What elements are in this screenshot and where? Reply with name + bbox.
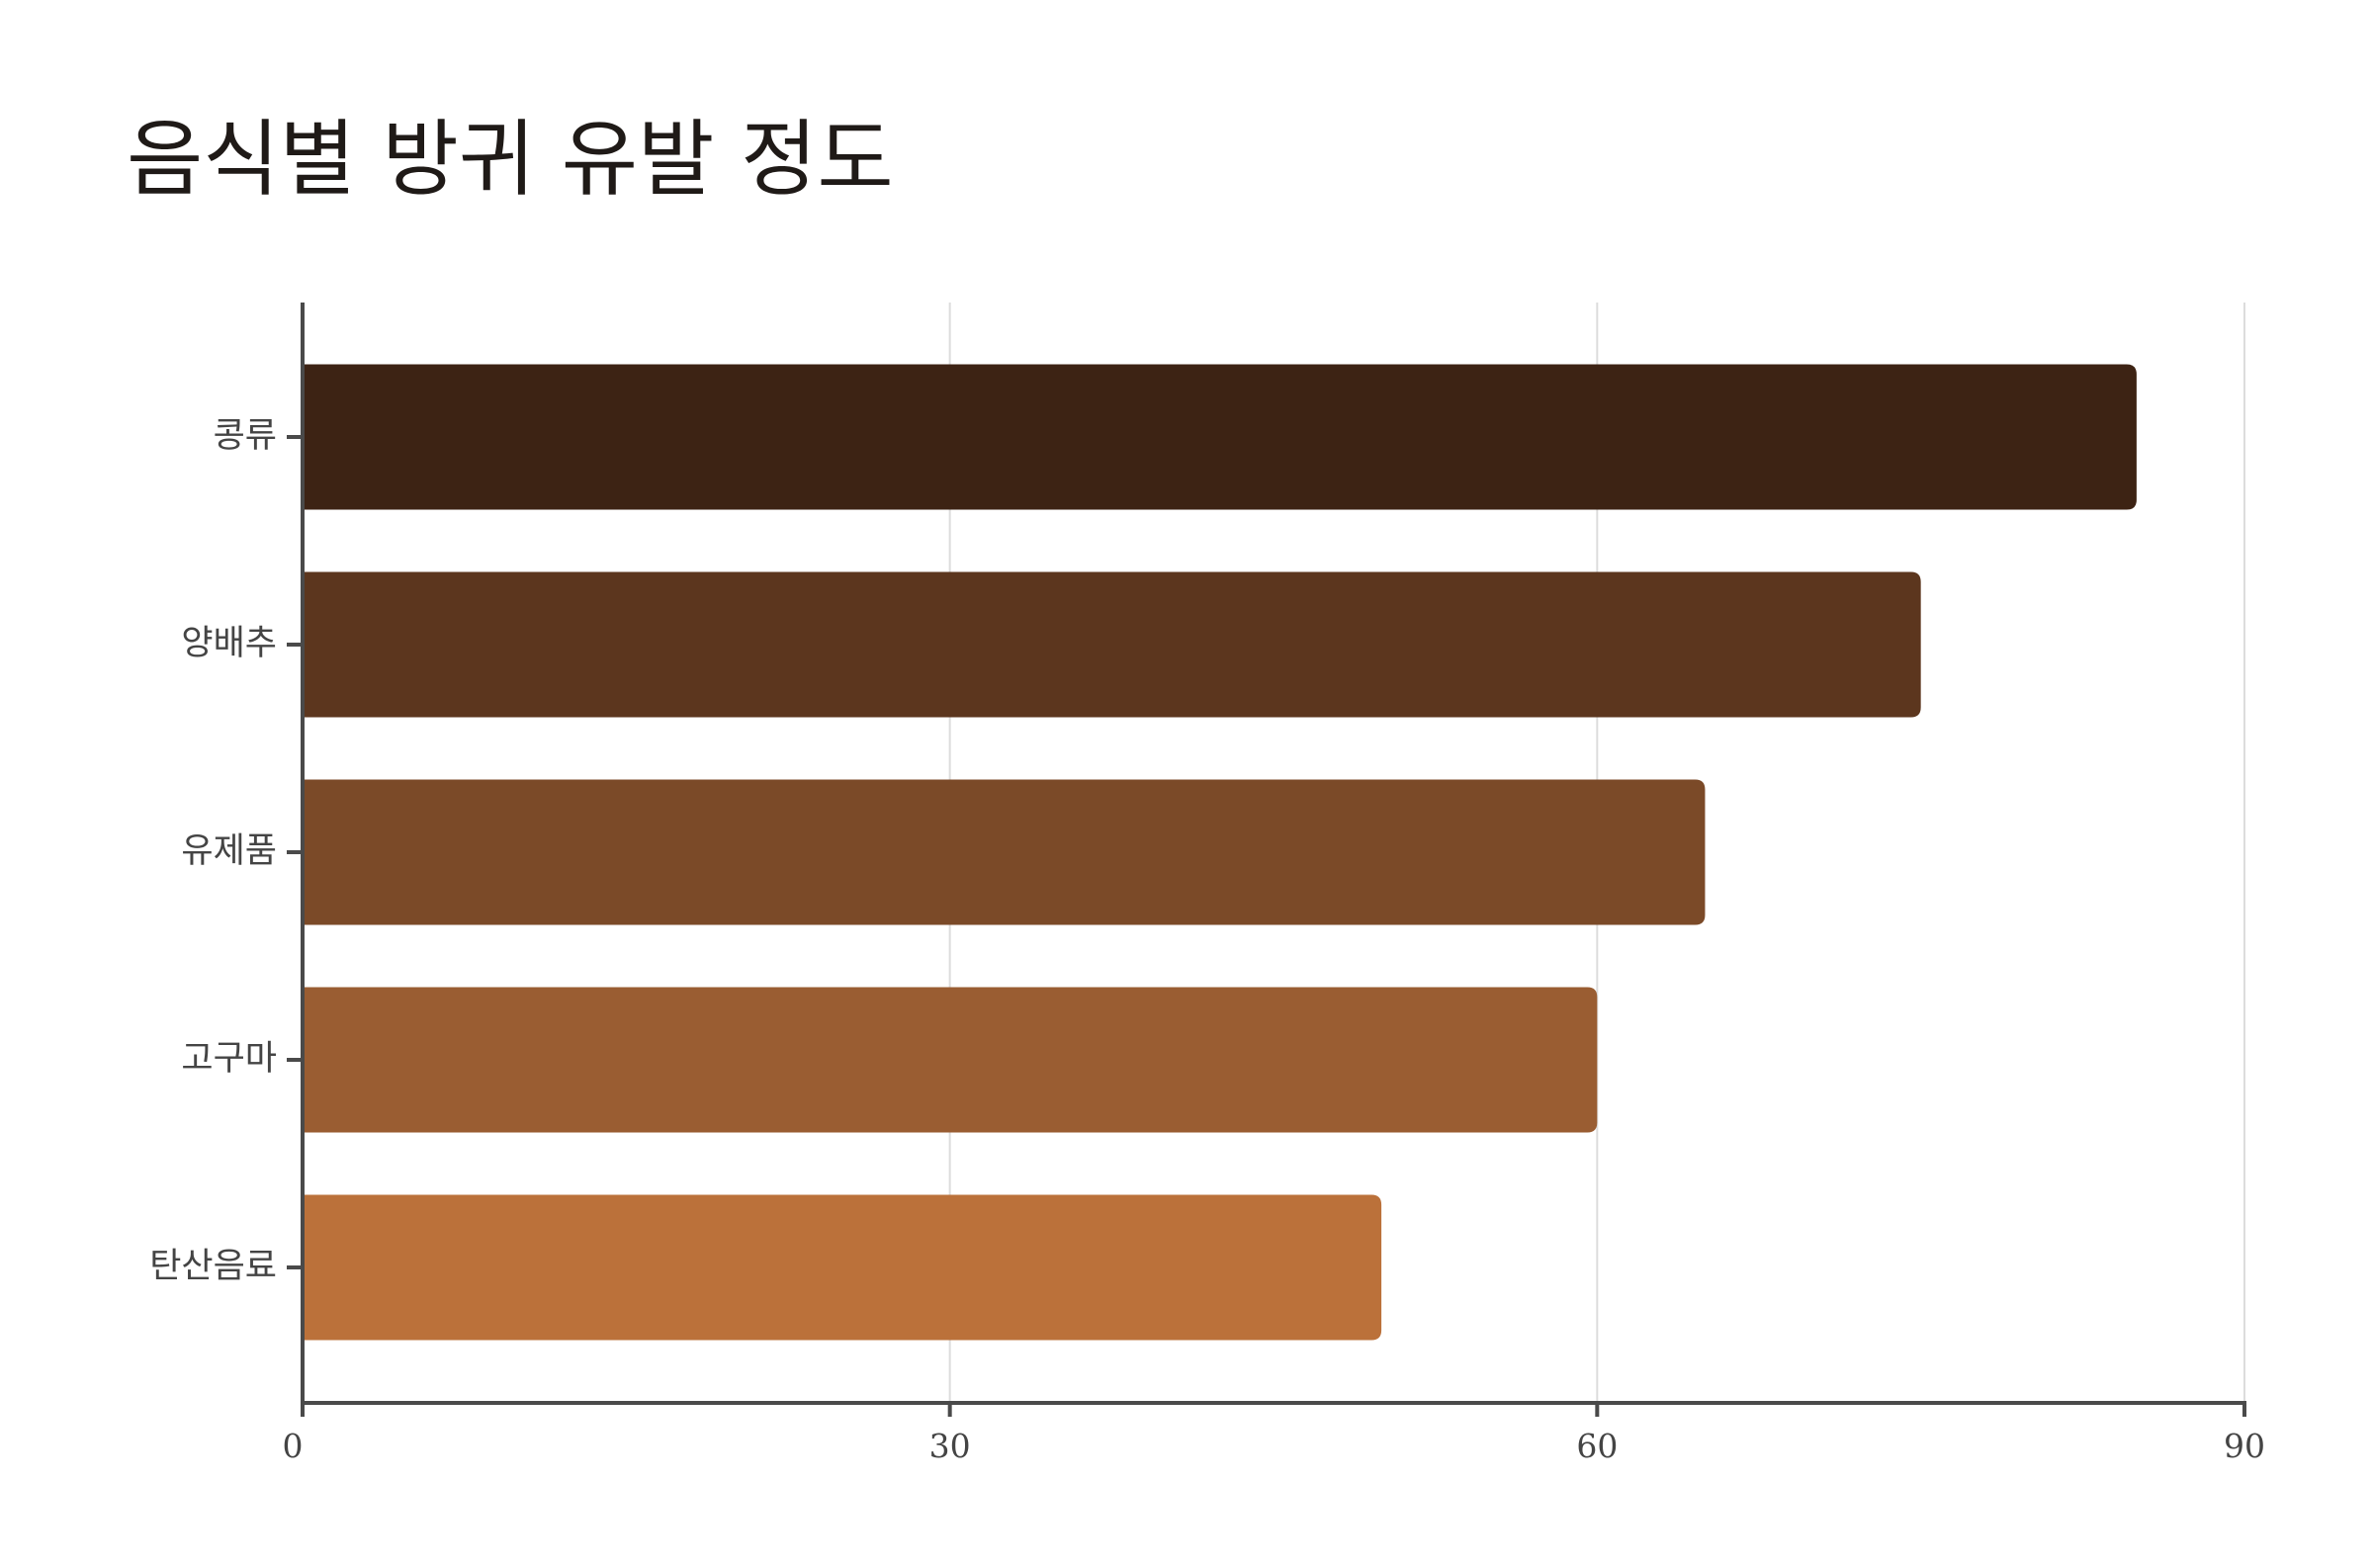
chart-title: 음식별 방귀 유발 정도 <box>127 111 894 208</box>
x-tick-label: 60 <box>1576 1427 1618 1465</box>
bar <box>303 571 1921 718</box>
bar <box>303 364 2137 510</box>
y-tick-label: 고구마 <box>181 1039 277 1079</box>
x-tick-label: 90 <box>2224 1427 2265 1465</box>
x-tick-label: 0 <box>283 1427 304 1465</box>
y-tick-label: 탄산음료 <box>149 1247 277 1286</box>
bar <box>303 987 1598 1133</box>
bar <box>303 1194 1382 1341</box>
y-tick-label: 양배추 <box>181 624 277 663</box>
y-tick-label: 콩류 <box>214 416 277 456</box>
bar <box>303 779 1706 925</box>
x-tick-label: 30 <box>929 1427 971 1465</box>
y-tick-label: 유제품 <box>181 831 277 871</box>
